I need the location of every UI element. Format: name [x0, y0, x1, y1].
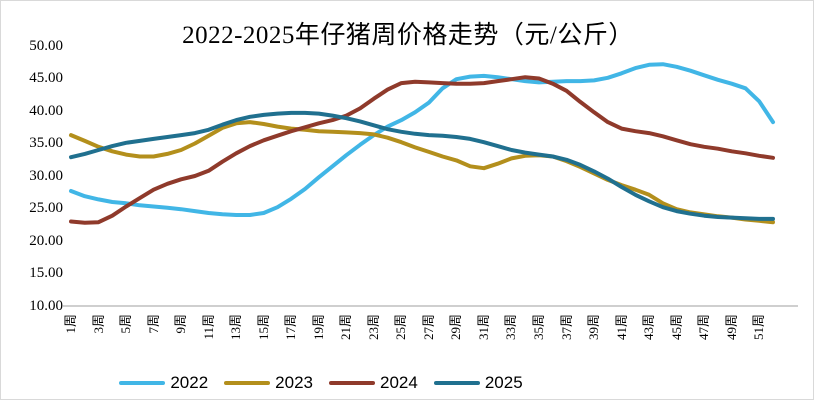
x-tick-label: 29周: [448, 314, 464, 341]
x-tick-label: 21周: [338, 314, 354, 341]
series-line-2023: [69, 120, 775, 225]
x-tick-label: 19周: [310, 314, 326, 341]
y-tick-label: 50.00: [29, 37, 63, 54]
x-tick-label: 47周: [696, 314, 712, 341]
x-tick-label: 3周: [90, 314, 106, 334]
x-tick-label: 13周: [228, 314, 244, 341]
x-tick-label: 51周: [751, 314, 767, 341]
y-tick-label: 20.00: [29, 232, 63, 249]
legend: 2022 2023 2024 2025: [1, 374, 641, 391]
x-tick-label: 27周: [420, 314, 436, 341]
legend-label: 2025: [484, 373, 523, 392]
legend-item-2023: 2023: [224, 374, 313, 391]
x-tick-label: 1周: [63, 314, 78, 334]
x-tick-label: 23周: [365, 314, 381, 341]
legend-swatch-2024: [329, 380, 375, 385]
y-tick-label: 30.00: [29, 167, 63, 184]
x-tick-label: 43周: [641, 314, 657, 341]
y-tick-label: 15.00: [29, 265, 63, 281]
x-tick-label: 7周: [145, 314, 161, 334]
x-tick-label: 15周: [255, 314, 271, 341]
legend-label: 2023: [275, 373, 313, 392]
x-tick-label: 33周: [503, 314, 519, 341]
x-tick-label: 37周: [558, 314, 574, 341]
x-tick-label: 31周: [475, 314, 491, 341]
series-line-2025: [69, 110, 775, 221]
x-tick-label: 17周: [283, 314, 299, 341]
y-tick-label: 25.00: [29, 200, 63, 216]
x-tick-label: 45周: [668, 314, 684, 341]
legend-swatch-2022: [119, 380, 166, 385]
legend-item-2025: 2025: [433, 373, 523, 392]
x-tick-label: 25周: [393, 314, 409, 341]
x-tick-label: 39周: [586, 314, 602, 341]
x-tick-label: 5周: [118, 314, 134, 334]
y-tick-label: 40.00: [29, 102, 63, 119]
y-tick-label: 35.00: [29, 135, 63, 151]
x-tick-label: 41周: [613, 314, 629, 341]
series-line-2024: [69, 75, 775, 225]
chart-title: 2022-2025年仔猪周价格走势（元/公斤）: [182, 22, 634, 49]
x-tick-label: 35周: [531, 314, 546, 341]
legend-label: 2024: [380, 373, 418, 392]
legend-item-2022: 2022: [119, 374, 208, 391]
y-tick-label: 45.00: [29, 70, 63, 86]
legend-swatch-2023: [224, 380, 271, 385]
legend-swatch-2025: [433, 380, 480, 385]
legend-label: 2022: [170, 373, 209, 392]
x-tick-label: 49周: [723, 314, 739, 341]
series-line-2022: [69, 62, 775, 217]
x-tick-label: 9周: [173, 314, 189, 334]
legend-item-2024: 2024: [329, 374, 418, 391]
y-tick-label: 10.00: [29, 297, 63, 314]
x-tick-label: 11周: [200, 314, 216, 340]
